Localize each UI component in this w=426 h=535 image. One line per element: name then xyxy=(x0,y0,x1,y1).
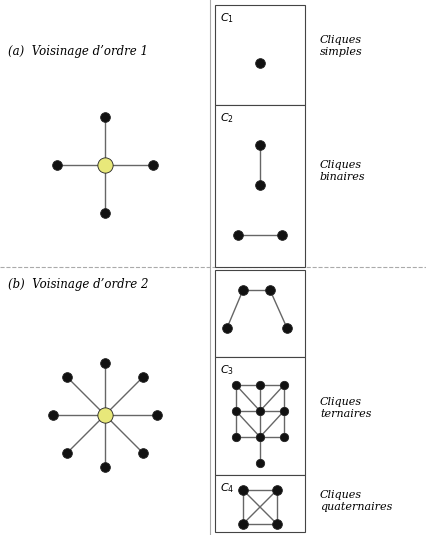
Text: $C_1$: $C_1$ xyxy=(219,11,233,25)
Bar xyxy=(215,105,304,267)
Bar xyxy=(215,270,304,357)
Text: (b)  Voisinage d’ordre 2: (b) Voisinage d’ordre 2 xyxy=(8,278,148,291)
Bar xyxy=(215,475,304,532)
Text: Cliques
simples: Cliques simples xyxy=(319,35,362,57)
Bar xyxy=(215,357,304,475)
Text: Cliques
quaternaires: Cliques quaternaires xyxy=(319,490,391,511)
Text: Cliques
binaires: Cliques binaires xyxy=(319,160,365,181)
Text: $C_4$: $C_4$ xyxy=(219,481,234,495)
Text: $C_2$: $C_2$ xyxy=(219,111,233,125)
Text: Cliques
ternaires: Cliques ternaires xyxy=(319,397,371,418)
Bar xyxy=(215,5,304,105)
Text: $C_3$: $C_3$ xyxy=(219,363,233,377)
Text: (a)  Voisinage d’ordre 1: (a) Voisinage d’ordre 1 xyxy=(8,45,148,58)
